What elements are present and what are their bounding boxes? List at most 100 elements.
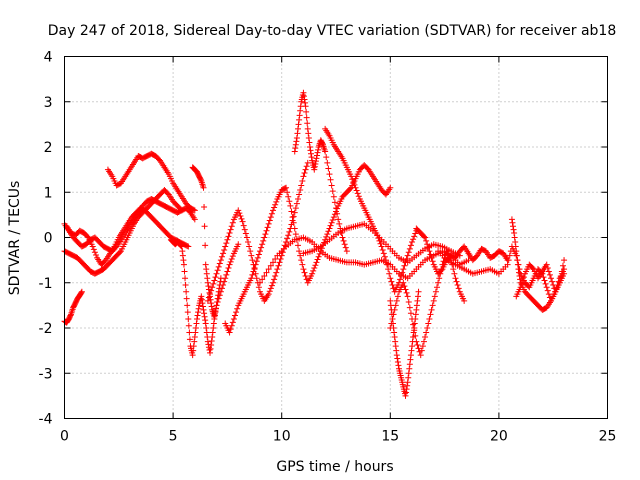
data-point-plus (391, 306, 398, 313)
data-point-plus (281, 185, 288, 192)
data-point-plus (510, 226, 517, 233)
data-point-plus (404, 379, 411, 386)
data-point-plus (453, 278, 460, 285)
data-point-plus (266, 217, 273, 224)
data-point-plus (428, 306, 435, 313)
data-point-plus (225, 265, 232, 272)
data-point-plus (205, 283, 212, 290)
data-point-plus (238, 215, 245, 222)
data-point-plus (204, 279, 211, 286)
data-point-plus (335, 216, 342, 223)
data-point-plus (311, 163, 318, 170)
data-point-plus (296, 191, 303, 198)
data-point-plus (208, 338, 215, 345)
data-point-plus (353, 187, 360, 194)
data-point-plus (294, 125, 301, 132)
data-point-plus (426, 248, 433, 255)
data-point-plus (248, 275, 255, 282)
data-point-plus (391, 329, 398, 336)
data-point-plus (214, 298, 221, 305)
data-point-plus (116, 249, 123, 256)
series-track-4 (63, 205, 192, 268)
data-point-plus (292, 141, 299, 148)
data-point-plus (303, 114, 310, 121)
data-point-plus (270, 207, 277, 214)
data-point-plus (84, 233, 91, 240)
data-point-plus (306, 139, 313, 146)
data-point-plus (261, 272, 268, 279)
data-point-plus (190, 347, 197, 354)
data-point-plus (308, 150, 315, 157)
data-point-plus (285, 232, 292, 239)
data-point-plus (294, 196, 301, 203)
data-point-plus (268, 282, 275, 289)
data-point-plus (208, 287, 215, 294)
data-point-plus (529, 265, 536, 272)
data-point-plus (226, 261, 233, 268)
data-point-plus (324, 159, 331, 166)
data-point-plus (178, 242, 185, 249)
data-point-plus (454, 282, 461, 289)
data-point-plus (303, 163, 310, 170)
data-point-plus (410, 236, 417, 243)
data-point-plus (185, 315, 192, 322)
data-point-plus (410, 321, 417, 328)
data-point-plus (514, 257, 521, 264)
data-point-plus (303, 108, 310, 115)
data-point-plus (182, 275, 189, 282)
data-point-plus (313, 155, 320, 162)
data-points (61, 89, 568, 399)
data-point-plus (548, 275, 555, 282)
data-point-plus (299, 177, 306, 184)
data-point-plus (341, 241, 348, 248)
data-point-plus (327, 176, 334, 183)
data-point-plus (304, 125, 311, 132)
data-point-plus (402, 286, 409, 293)
data-point-plus (297, 252, 304, 259)
data-point-plus (508, 216, 515, 223)
data-point-plus (325, 165, 332, 172)
data-point-plus (403, 386, 410, 393)
data-point-plus (211, 313, 218, 320)
data-point-plus (177, 206, 184, 213)
data-point-plus (414, 293, 421, 300)
data-point-plus (438, 267, 445, 274)
data-point-plus (274, 266, 281, 273)
data-point-plus (208, 300, 215, 307)
data-point-plus (270, 279, 277, 286)
data-point-plus (352, 184, 359, 191)
data-point-plus (190, 206, 197, 213)
data-point-plus (397, 276, 404, 283)
data-point-plus (270, 259, 277, 266)
data-point-plus (284, 189, 291, 196)
data-point-plus (515, 266, 522, 273)
data-point-plus (222, 243, 229, 250)
data-point-plus (210, 280, 217, 287)
data-point-plus (292, 205, 299, 212)
data-point-plus (392, 302, 399, 309)
data-point-plus (400, 266, 407, 273)
data-point-plus (291, 209, 298, 216)
data-point-plus (422, 334, 429, 341)
data-point-plus (289, 214, 296, 221)
data-point-plus (252, 261, 259, 268)
data-point-plus (455, 285, 462, 292)
data-point-plus (305, 134, 312, 141)
data-point-plus (267, 214, 274, 221)
data-point-plus (418, 347, 425, 354)
data-point-plus (330, 214, 337, 221)
data-point-plus (405, 249, 412, 256)
data-point-plus (243, 234, 250, 241)
data-point-plus (197, 176, 204, 183)
data-point-plus (236, 210, 243, 217)
data-point-plus (177, 242, 184, 249)
x-tick-label: 20 (490, 429, 508, 445)
data-point-plus (426, 315, 433, 322)
data-point-plus (407, 352, 414, 359)
data-point-plus (550, 282, 557, 289)
y-tick-label: -2 (39, 321, 53, 337)
data-point-plus (505, 257, 512, 264)
data-point-plus (226, 329, 233, 336)
data-point-plus (260, 237, 267, 244)
data-point-plus (386, 270, 393, 277)
